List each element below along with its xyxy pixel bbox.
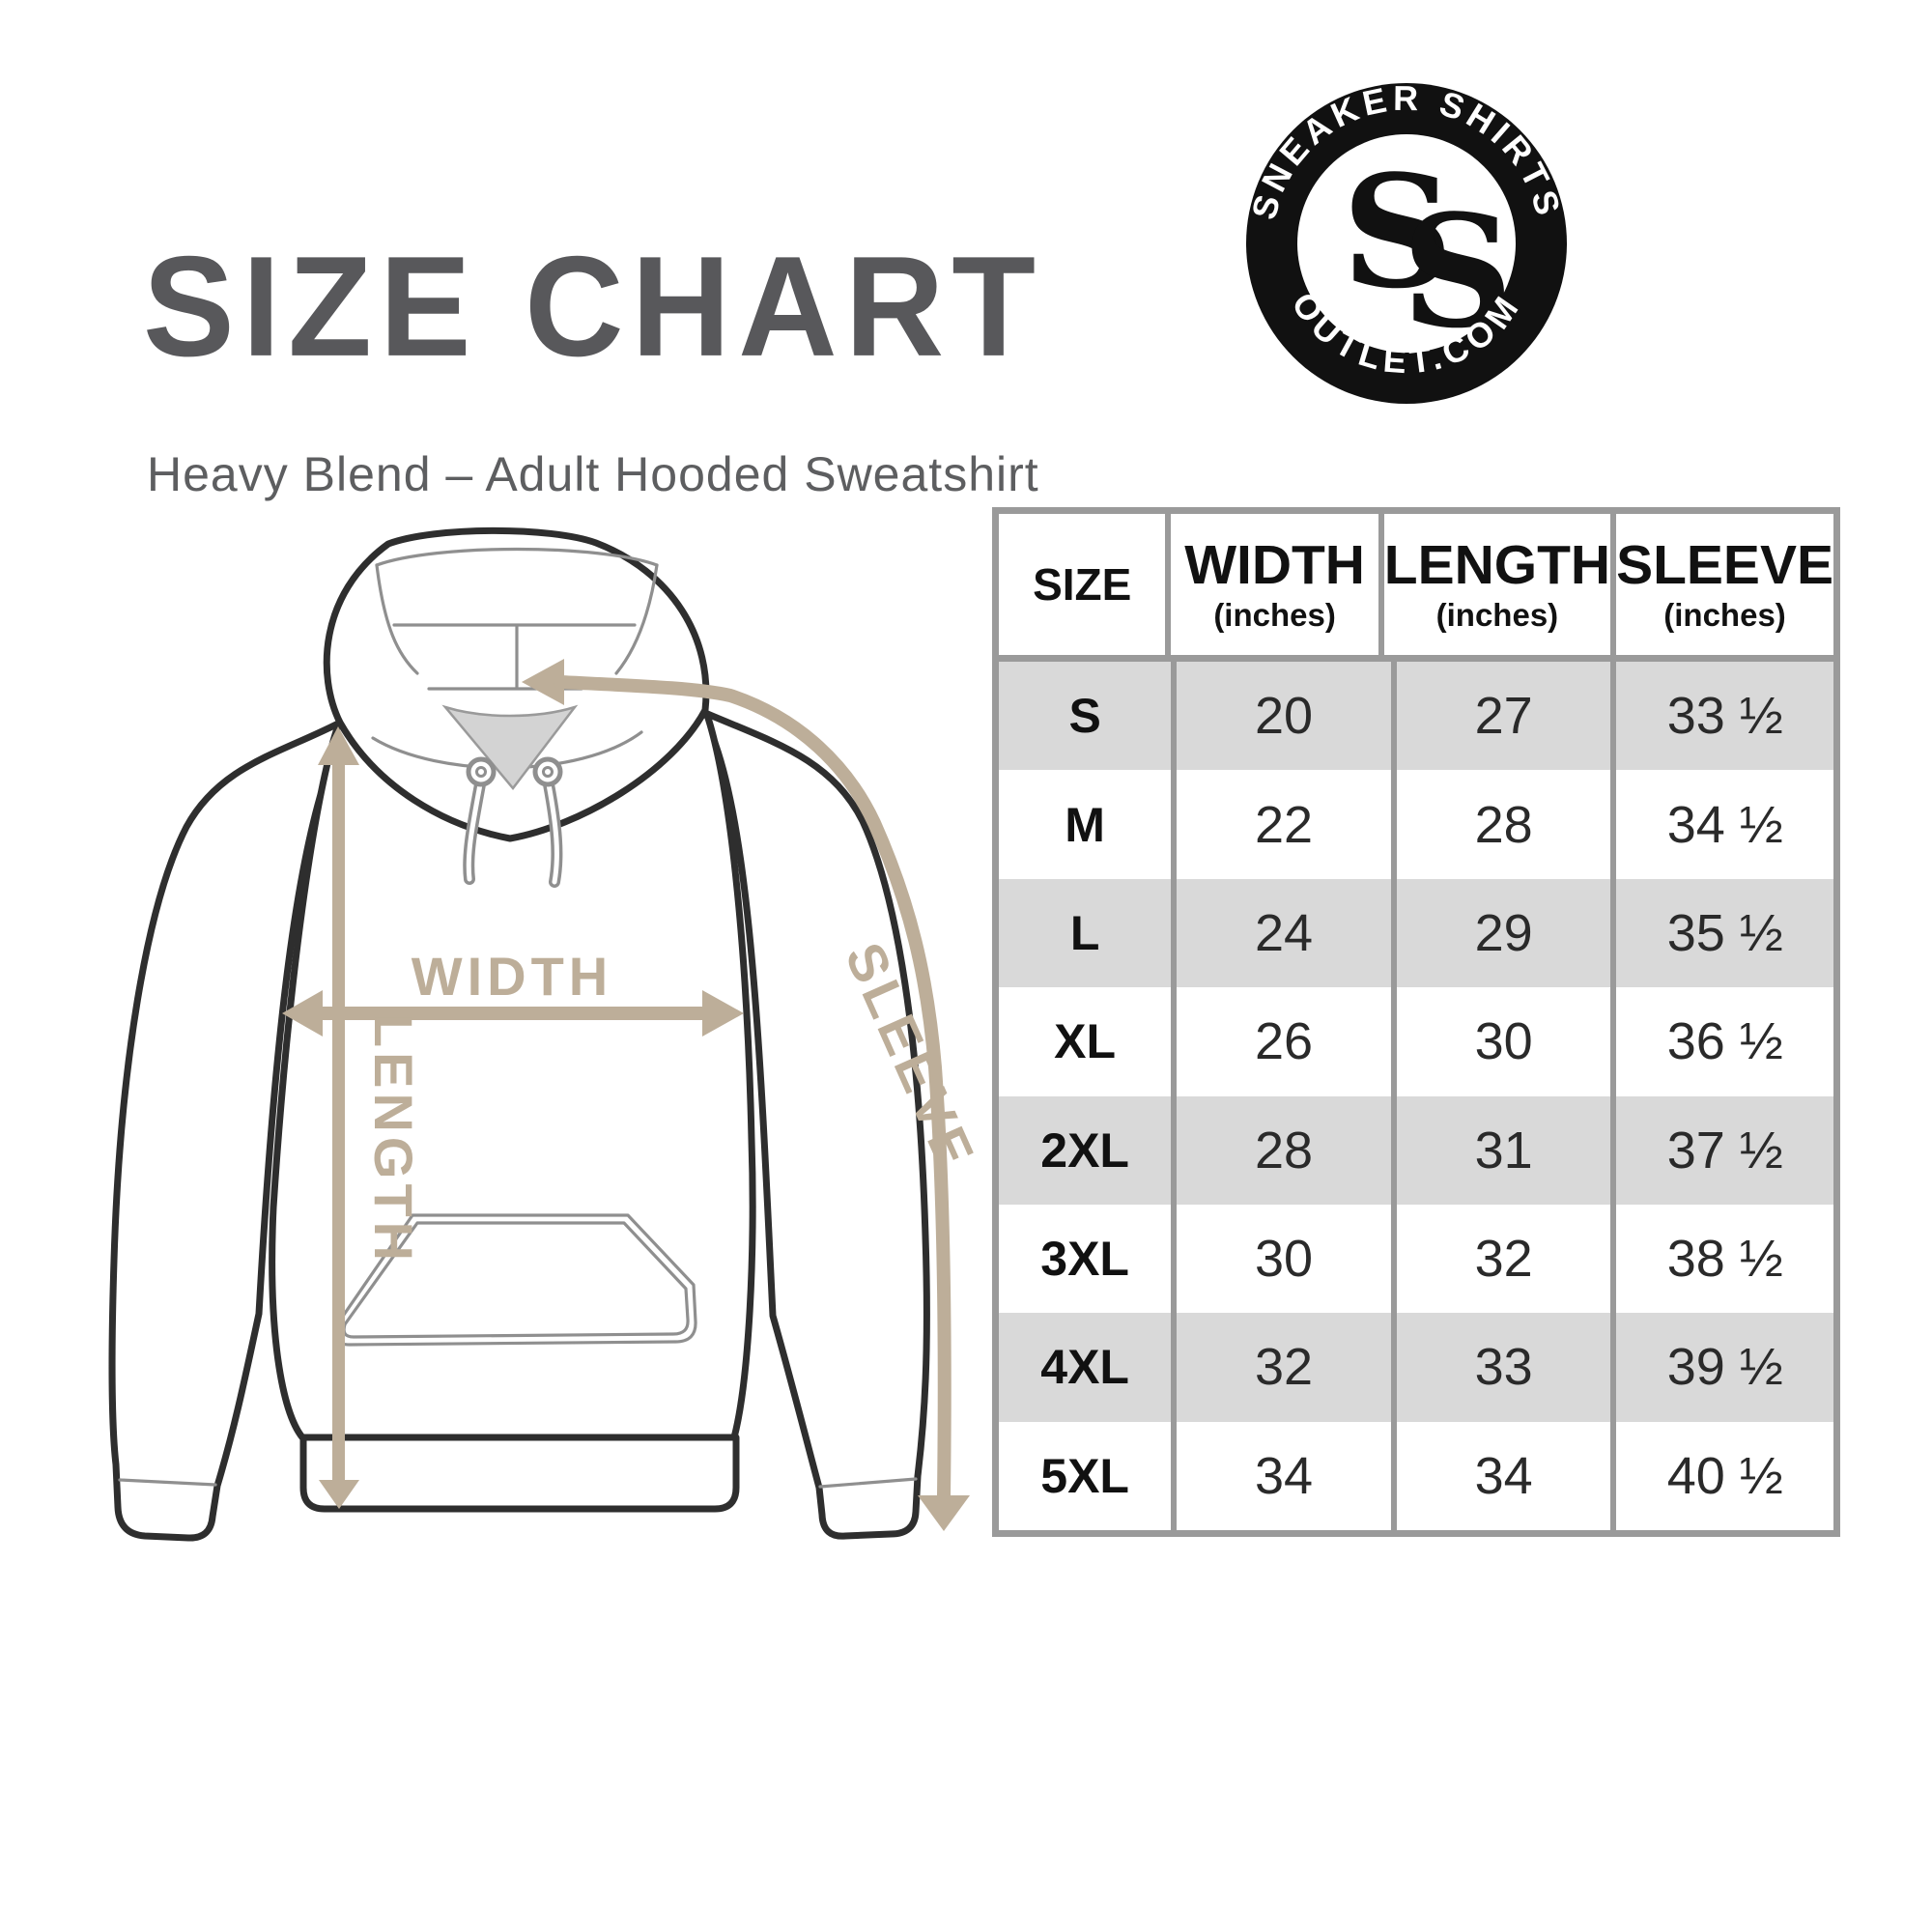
width-label: WIDTH [412,946,613,1007]
table-row: S 20 27 33 ½ [999,662,1833,771]
column-header-label: SIZE [1033,558,1132,610]
size-cell: S [999,662,1172,771]
table-row: 4XL 32 33 39 ½ [999,1313,1833,1422]
table-row: 2XL 28 31 37 ½ [999,1095,1833,1205]
column-header-unit: (inches) [1213,597,1336,634]
width-value-cell: 34 [1177,1421,1391,1530]
size-cell: 2XL [999,1095,1172,1205]
hoodie-left-sleeve [108,719,352,1542]
size-cell: XL [999,987,1172,1096]
collar-triangle [441,704,579,791]
length-value-cell: 33 [1396,1313,1611,1422]
drawstrings [463,756,563,888]
hoodie-diagram: WIDTH LENGTH SLEEVE [108,526,988,1542]
column-header-size: SIZE [999,514,1166,655]
sleeve-value-cell: 37 ½ [1616,1095,1833,1205]
table-row: 5XL 34 34 40 ½ [999,1421,1833,1530]
size-cell: 3XL [999,1204,1172,1314]
width-value-cell: 24 [1177,878,1391,988]
sleeve-value-cell: 38 ½ [1616,1204,1833,1314]
size-table: SIZE WIDTH (inches) LENGTH (inches) SLEE… [992,507,1840,1537]
width-arrow [282,990,744,1037]
column-header-unit: (inches) [1435,597,1559,634]
size-table-header: SIZE WIDTH (inches) LENGTH (inches) SLEE… [999,514,1833,662]
hoodie-right-sleeve [701,709,930,1540]
measurement-arrows [282,659,970,1531]
size-cell: M [999,770,1172,879]
size-table-body: S 20 27 33 ½ M 22 28 34 ½ L 24 29 35 ½ XL 26 30 36 ½ 2XL… [999,662,1833,1530]
table-row: M 22 28 34 ½ [999,770,1833,879]
left-cuff-seam [118,1478,217,1487]
size-cell: L [999,878,1172,988]
column-header-label: SLEEVE [1616,534,1833,597]
logo-monogram-s2: S [1402,181,1514,362]
width-value-cell: 28 [1177,1095,1391,1205]
sneaker-shirts-outlet-logo-icon: S S SNEAKER SHIRTS OUTLET.COM [1243,78,1567,404]
width-value-cell: 20 [1177,662,1391,771]
width-value-cell: 32 [1177,1313,1391,1422]
table-row: XL 26 30 36 ½ [999,987,1833,1096]
sleeve-value-cell: 35 ½ [1616,878,1833,988]
right-cuff-seam [818,1477,918,1489]
length-value-cell: 32 [1396,1204,1611,1314]
hoodie-hem-band [299,1434,740,1513]
width-value-cell: 26 [1177,987,1391,1096]
column-header-unit: (inches) [1663,597,1786,634]
size-cell: 5XL [999,1421,1172,1530]
table-row: 3XL 30 32 38 ½ [999,1204,1833,1314]
size-cell: 4XL [999,1313,1172,1422]
table-row: L 24 29 35 ½ [999,878,1833,988]
hood-inner-right-edge [614,563,659,675]
brand-logo: S S SNEAKER SHIRTS OUTLET.COM [1243,78,1567,404]
length-value-cell: 30 [1396,987,1611,1096]
sleeve-value-cell: 36 ½ [1616,987,1833,1096]
page-subtitle: Heavy Blend – Adult Hooded Sweatshirt [147,447,1039,501]
sleeve-value-cell: 39 ½ [1616,1313,1833,1422]
sleeve-value-cell: 34 ½ [1616,770,1833,879]
length-value-cell: 31 [1396,1095,1611,1205]
length-label: LENGTH [363,1014,424,1265]
length-value-cell: 28 [1396,770,1611,879]
column-header-length: LENGTH (inches) [1383,514,1611,655]
sleeve-value-cell: 33 ½ [1616,662,1833,771]
column-header-label: LENGTH [1383,534,1611,597]
length-arrow [318,726,359,1509]
length-value-cell: 27 [1396,662,1611,771]
length-value-cell: 29 [1396,878,1611,988]
hood-inner-top-edge [375,547,659,567]
width-value-cell: 22 [1177,770,1391,879]
page-title: SIZE CHART [143,226,1043,387]
column-header-sleeve: SLEEVE (inches) [1616,514,1833,655]
sleeve-value-cell: 40 ½ [1616,1421,1833,1530]
hood-inner-left-edge [375,563,419,675]
sleeve-arrow [554,675,952,1502]
width-value-cell: 30 [1177,1204,1391,1314]
length-value-cell: 34 [1396,1421,1611,1530]
column-header-label: WIDTH [1184,534,1365,597]
column-header-width: WIDTH (inches) [1171,514,1378,655]
logo-monogram-s1: S [1342,141,1454,323]
